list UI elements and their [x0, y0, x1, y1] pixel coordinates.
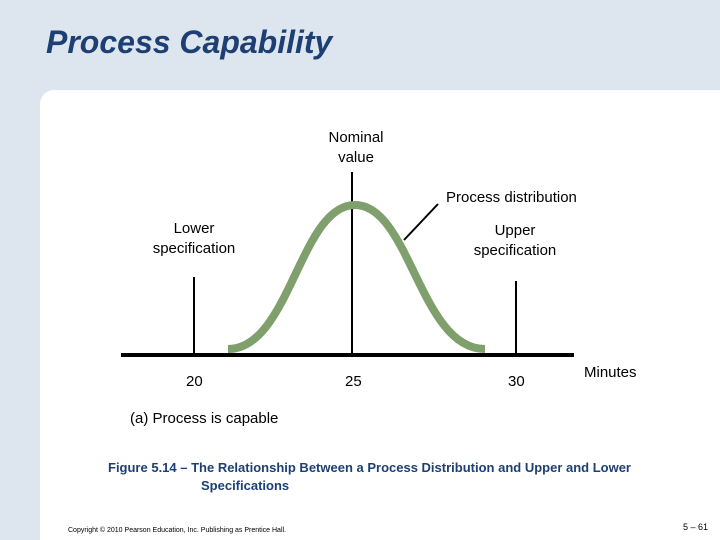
tick-label-25: 25: [345, 373, 362, 390]
lower-spec-label-line2: specification: [152, 240, 236, 257]
lower-spec-label-line1: Lower: [173, 220, 215, 237]
axis-unit-label: Minutes: [584, 364, 637, 381]
distribution-pointer: [403, 203, 439, 241]
nominal-label: Nominal value: [316, 128, 396, 168]
content-panel: [40, 90, 720, 540]
figure-caption: Figure 5.14 – The Relationship Between a…: [108, 459, 631, 495]
upper-spec-label: Upper specification: [457, 221, 573, 261]
copyright-notice: Copyright © 2010 Pearson Education, Inc.…: [68, 527, 287, 534]
nominal-label-line2: value: [338, 149, 374, 166]
tick-label-20: 20: [186, 373, 203, 390]
distribution-label: Process distribution: [446, 189, 577, 206]
figure-caption-line2: Specifications: [201, 478, 290, 493]
case-caption: (a) Process is capable: [130, 410, 279, 427]
figure-caption-line1: Figure 5.14 – The Relationship Between a…: [108, 460, 631, 475]
upper-spec-label-line2: specification: [473, 242, 557, 259]
slide-title: Process Capability: [46, 24, 333, 60]
nominal-label-line1: Nominal: [328, 129, 384, 146]
page-number: 5 – 61: [682, 522, 708, 532]
process-distribution-curve: [227, 200, 486, 353]
upper-spec-label-line1: Upper: [494, 222, 536, 239]
tick-label-30: 30: [508, 373, 525, 390]
lower-spec-label: Lower specification: [136, 219, 252, 259]
